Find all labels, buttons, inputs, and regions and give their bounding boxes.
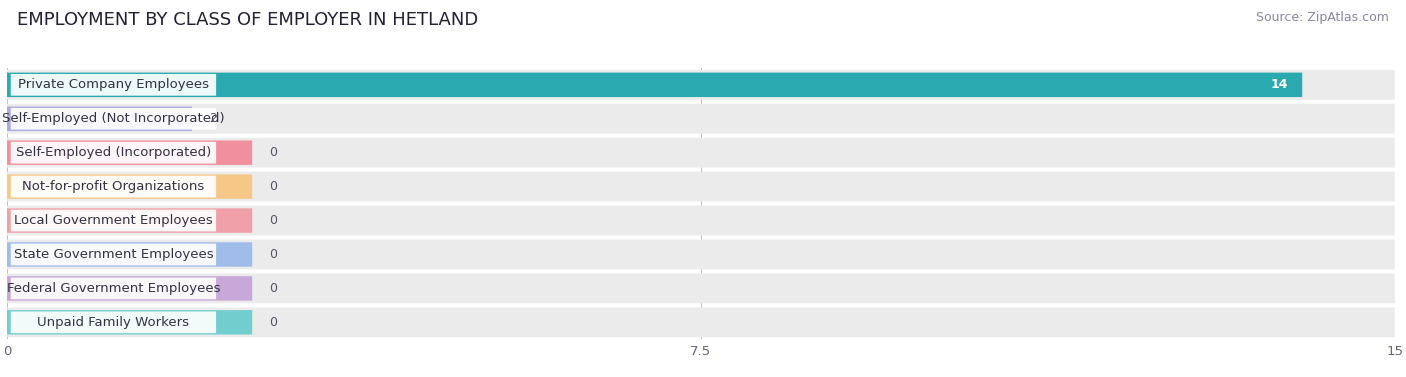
FancyBboxPatch shape — [7, 242, 252, 267]
FancyBboxPatch shape — [11, 244, 217, 265]
Text: 0: 0 — [269, 282, 277, 295]
FancyBboxPatch shape — [7, 307, 1395, 337]
FancyBboxPatch shape — [7, 70, 1395, 100]
Text: 0: 0 — [269, 214, 277, 227]
FancyBboxPatch shape — [7, 141, 252, 165]
FancyBboxPatch shape — [11, 210, 217, 231]
FancyBboxPatch shape — [11, 74, 217, 96]
Text: Self-Employed (Incorporated): Self-Employed (Incorporated) — [15, 146, 211, 159]
FancyBboxPatch shape — [7, 208, 252, 233]
FancyBboxPatch shape — [7, 138, 1395, 168]
Text: Unpaid Family Workers: Unpaid Family Workers — [38, 316, 190, 329]
FancyBboxPatch shape — [7, 310, 252, 334]
FancyBboxPatch shape — [7, 276, 252, 300]
FancyBboxPatch shape — [7, 273, 1395, 303]
Text: Federal Government Employees: Federal Government Employees — [7, 282, 221, 295]
FancyBboxPatch shape — [7, 239, 1395, 270]
Text: Source: ZipAtlas.com: Source: ZipAtlas.com — [1256, 11, 1389, 24]
FancyBboxPatch shape — [11, 108, 217, 130]
FancyBboxPatch shape — [7, 107, 193, 131]
FancyBboxPatch shape — [11, 142, 217, 164]
Text: 0: 0 — [269, 146, 277, 159]
FancyBboxPatch shape — [7, 172, 1395, 202]
Text: Not-for-profit Organizations: Not-for-profit Organizations — [22, 180, 204, 193]
FancyBboxPatch shape — [11, 277, 217, 299]
FancyBboxPatch shape — [11, 311, 217, 333]
Text: EMPLOYMENT BY CLASS OF EMPLOYER IN HETLAND: EMPLOYMENT BY CLASS OF EMPLOYER IN HETLA… — [17, 11, 478, 29]
Text: Self-Employed (Not Incorporated): Self-Employed (Not Incorporated) — [3, 112, 225, 125]
Text: 0: 0 — [269, 248, 277, 261]
Text: 0: 0 — [269, 316, 277, 329]
Text: 14: 14 — [1271, 78, 1288, 91]
Text: Local Government Employees: Local Government Employees — [14, 214, 212, 227]
FancyBboxPatch shape — [7, 73, 1302, 97]
FancyBboxPatch shape — [7, 175, 252, 199]
FancyBboxPatch shape — [7, 205, 1395, 236]
Text: Private Company Employees: Private Company Employees — [18, 78, 209, 91]
Text: 2: 2 — [208, 112, 217, 125]
Text: State Government Employees: State Government Employees — [14, 248, 214, 261]
FancyBboxPatch shape — [11, 176, 217, 198]
Text: 0: 0 — [269, 180, 277, 193]
FancyBboxPatch shape — [7, 104, 1395, 134]
